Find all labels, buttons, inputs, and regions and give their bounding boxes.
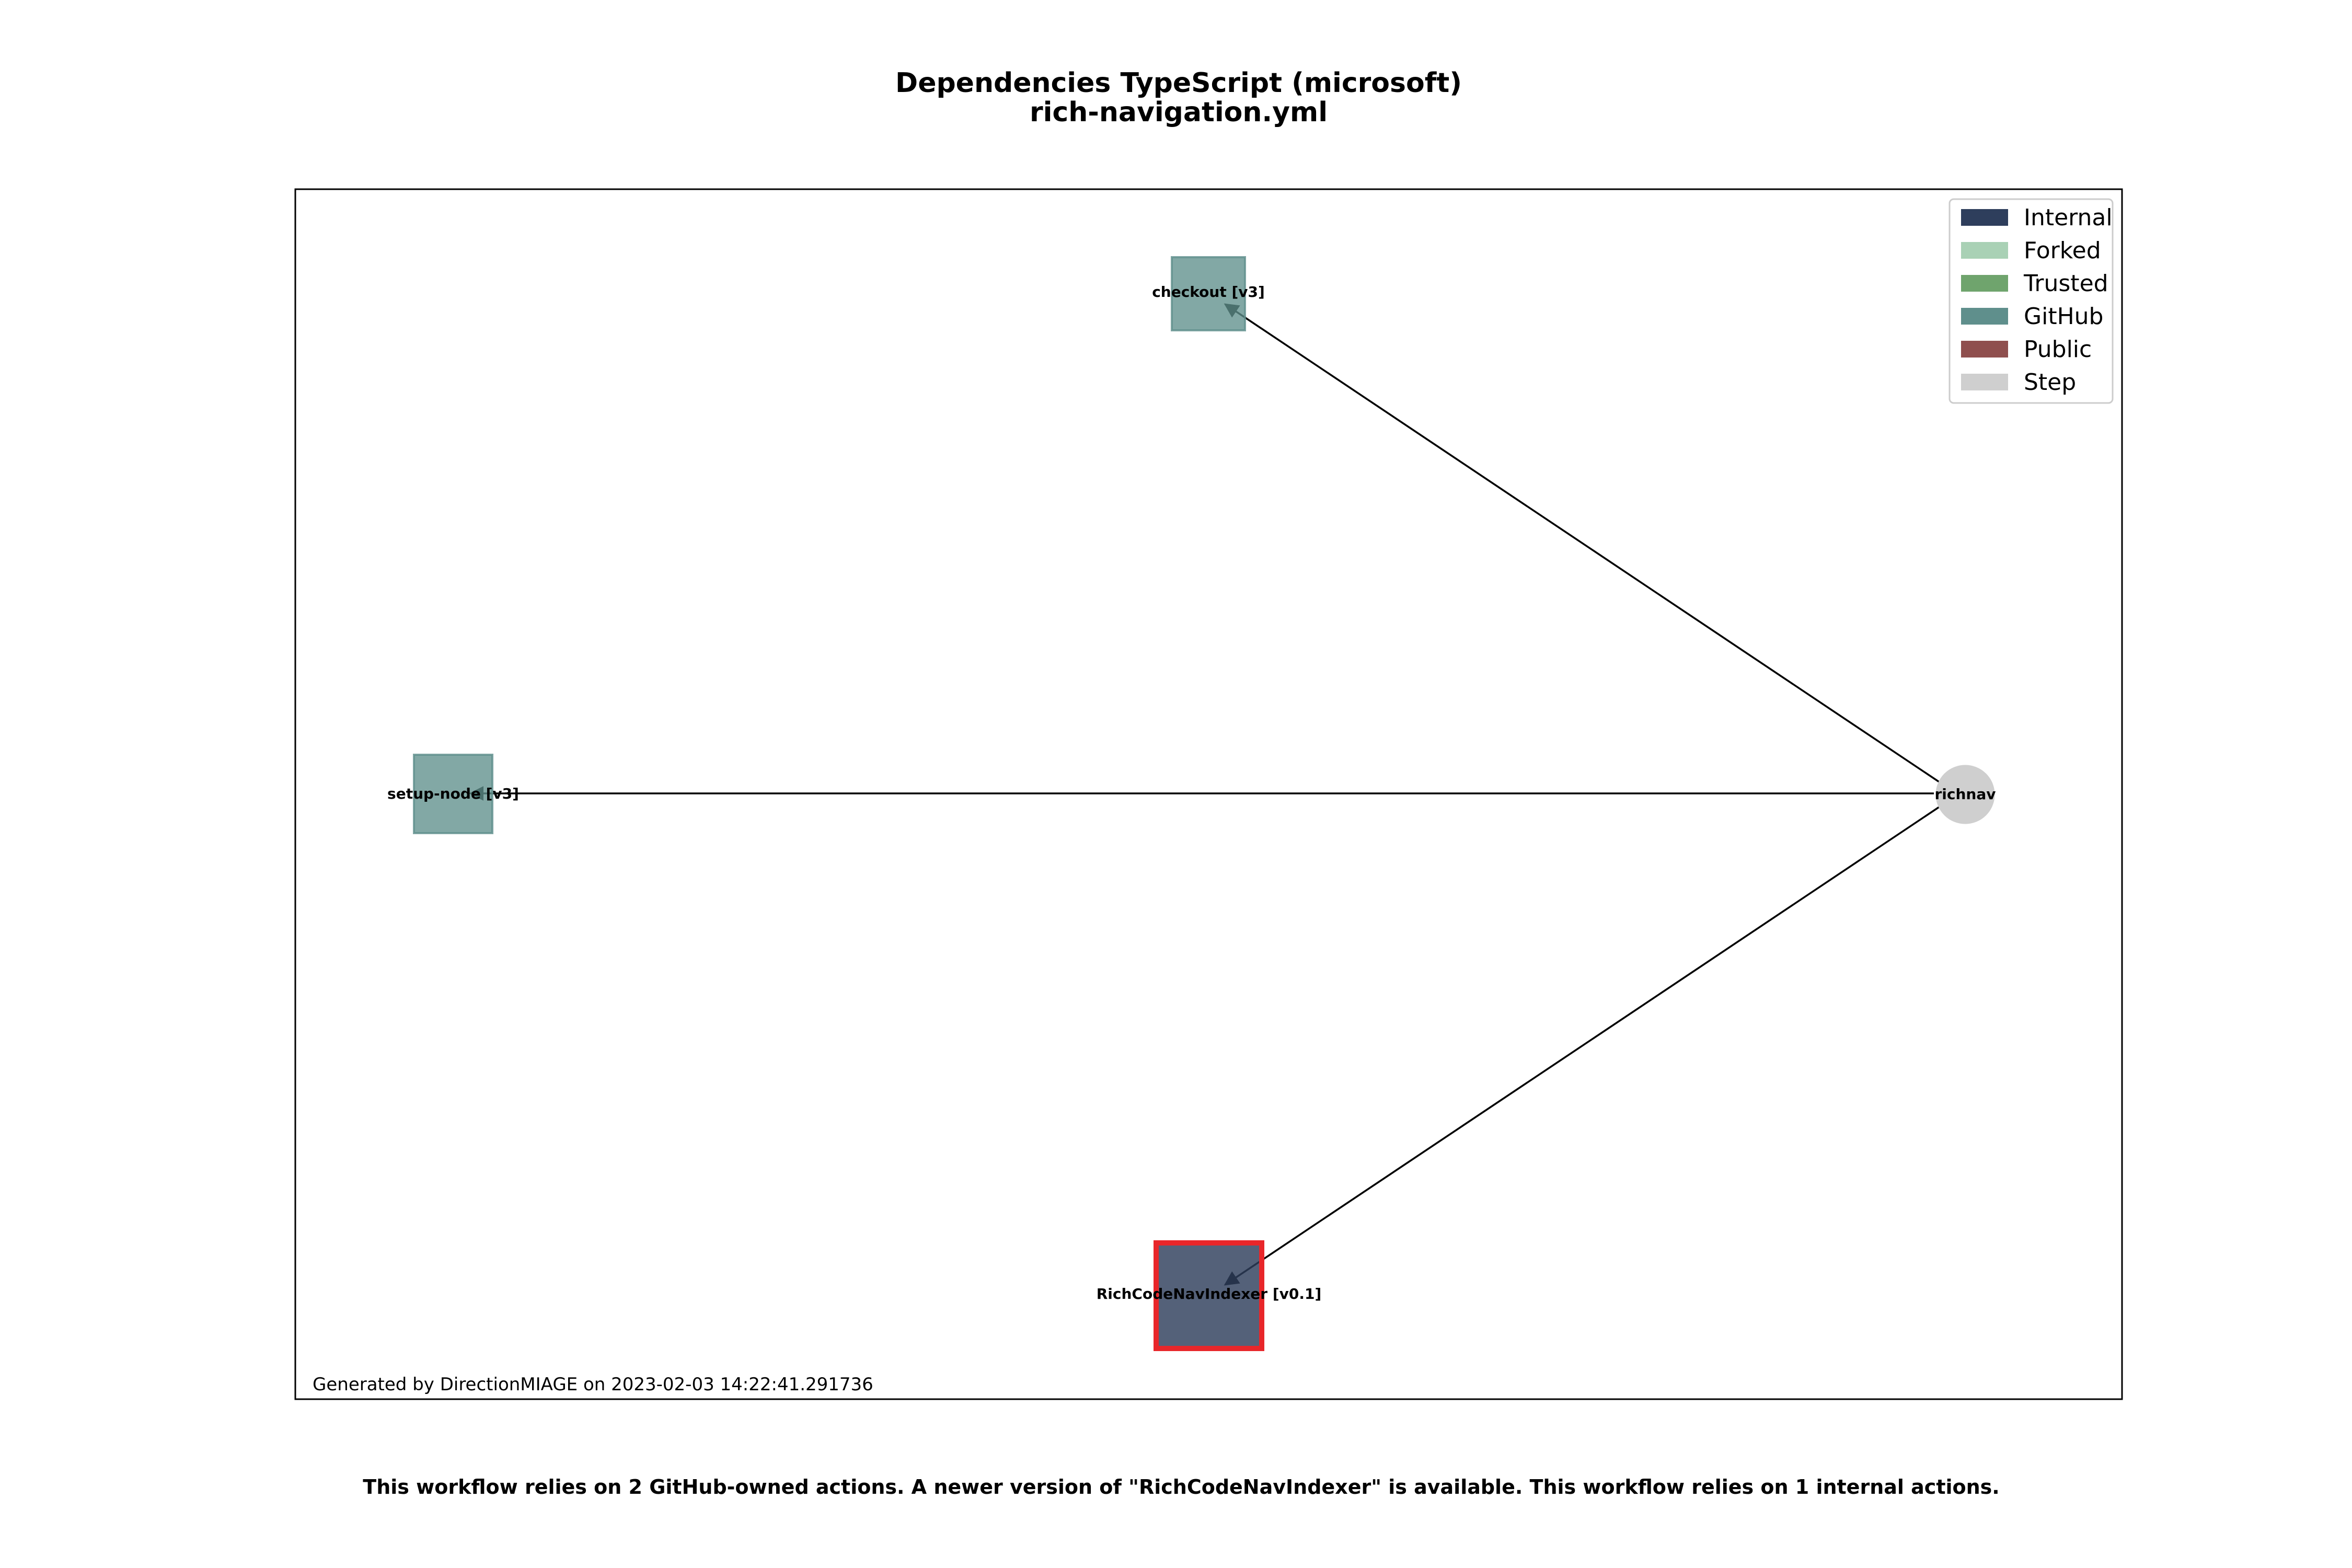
node-checkout: checkout [v3] xyxy=(1152,256,1265,331)
legend-label-step: Step xyxy=(2024,369,2076,396)
node-setup-node: setup-node [v3] xyxy=(387,754,519,834)
legend-swatch-github xyxy=(1961,308,2008,325)
legend-label-public: Public xyxy=(2024,336,2092,363)
legend-label-forked: Forked xyxy=(2024,237,2101,264)
legend-swatch-forked xyxy=(1961,242,2008,259)
node-richcodenavindexer-label: RichCodeNavIndexer [v0.1] xyxy=(1097,1285,1322,1302)
legend-swatch-trusted xyxy=(1961,275,2008,292)
node-richnav-circle xyxy=(1935,765,1995,824)
legend-swatch-public xyxy=(1961,341,2008,358)
legend-label-trusted: Trusted xyxy=(2023,270,2108,297)
legend-label-internal: Internal xyxy=(2024,204,2113,231)
plot-frame xyxy=(294,188,2123,1400)
node-setup-node-label: setup-node [v3] xyxy=(387,785,519,802)
legend: Internal Forked Trusted GitHub Public Step xyxy=(1949,198,2114,404)
edge-richnav-indexer xyxy=(1224,800,1949,1286)
workflow-summary: This workflow relies on 2 GitHub-owned a… xyxy=(363,1475,1999,1498)
legend-label-github: GitHub xyxy=(2024,303,2103,330)
generated-by-note: Generated by DirectionMIAGE on 2023-02-0… xyxy=(313,1374,873,1395)
node-setup-node-box xyxy=(413,754,493,834)
node-richcodenavindexer-box xyxy=(1154,1240,1264,1351)
node-richnav-label: richnav xyxy=(1934,786,1996,803)
legend-swatch-step xyxy=(1961,374,2008,390)
figure-title-line-1: Dependencies TypeScript (microsoft) xyxy=(895,67,1462,99)
node-checkout-label: checkout [v3] xyxy=(1152,283,1265,301)
figure-title-line-2: rich-navigation.yml xyxy=(1030,97,1328,128)
node-checkout-box xyxy=(1171,256,1246,331)
node-richnav: richnav xyxy=(1934,765,1996,824)
edges-group xyxy=(469,303,1949,1286)
legend-swatch-internal xyxy=(1961,209,2008,226)
node-richcodenavindexer: RichCodeNavIndexer [v0.1] xyxy=(1097,1240,1322,1351)
edge-richnav-checkout xyxy=(1224,303,1949,789)
